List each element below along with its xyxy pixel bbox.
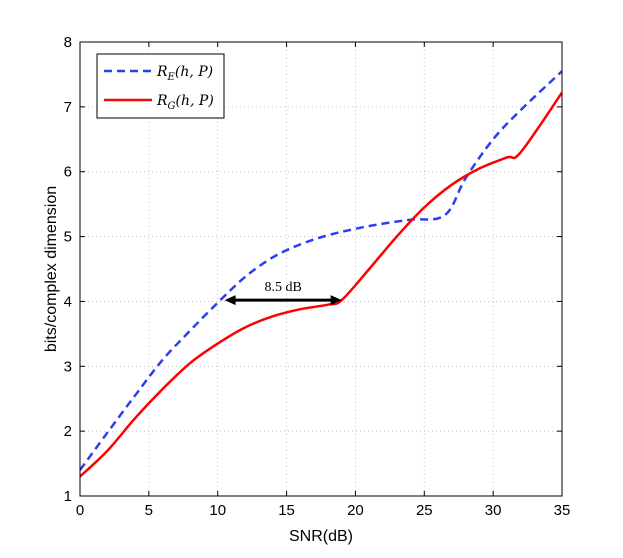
annotation-arrowhead-right xyxy=(330,295,342,306)
plot-frame xyxy=(79,41,563,497)
legend: RE(h, P) RG(h, P) xyxy=(96,53,225,119)
series-layer xyxy=(80,70,562,478)
x-tick-label: 25 xyxy=(416,502,433,519)
annotation-arrowhead-left xyxy=(224,295,236,306)
legend-label-re-args: (h, P) xyxy=(175,64,213,80)
y-tick-label: 5 xyxy=(64,229,72,246)
legend-label-re: RE(h, P) xyxy=(156,64,213,83)
y-tick-label: 3 xyxy=(64,358,72,375)
x-tick-label: 15 xyxy=(278,502,295,519)
legend-label-rg-sub: G xyxy=(168,101,176,112)
x-tick-label: 35 xyxy=(554,502,571,519)
y-tick-label: 6 xyxy=(64,164,72,181)
legend-label-re-symbol: R xyxy=(156,64,168,80)
ticks: 0 5 10 15 20 25 30 35 1 2 3 4 5 6 7 8 xyxy=(64,34,571,519)
y-tick-label: 7 xyxy=(64,99,72,116)
y-tick-label: 2 xyxy=(64,423,72,440)
annotation-8-5-db: 8.5 dB xyxy=(224,280,342,306)
x-axis-title: SNR(dB) xyxy=(289,528,353,545)
legend-label-rg: RG(h, P) xyxy=(156,93,214,112)
x-tick-label: 10 xyxy=(209,502,226,519)
annotation-label: 8.5 dB xyxy=(264,280,301,295)
x-tick-label: 5 xyxy=(145,502,153,519)
y-tick-label: 8 xyxy=(64,34,72,51)
x-tick-label: 30 xyxy=(485,502,502,519)
y-tick-label: 4 xyxy=(64,293,72,310)
legend-label-re-sub: E xyxy=(167,72,176,83)
series-rg-line xyxy=(80,91,562,478)
legend-label-rg-args: (h, P) xyxy=(176,93,214,109)
y-axis-title: bits/complex dimension xyxy=(43,186,60,352)
x-tick-label: 20 xyxy=(347,502,364,519)
legend-box xyxy=(96,53,225,119)
x-tick-label: 0 xyxy=(76,502,84,519)
y-tick-label: 1 xyxy=(64,488,72,505)
legend-label-rg-symbol: R xyxy=(156,93,168,109)
